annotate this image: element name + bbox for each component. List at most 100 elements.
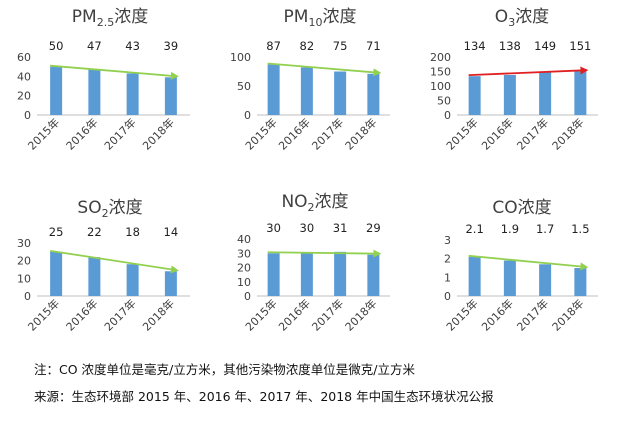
chart-title-main: PM xyxy=(72,7,97,27)
chart-title-tail: 浓度 xyxy=(515,7,549,27)
bar-2015年 xyxy=(468,76,481,115)
data-label: 31 xyxy=(333,221,348,235)
y-tick-label: 0 xyxy=(444,290,451,303)
x-tick-label: 2018年 xyxy=(342,115,379,152)
chart-title: SO2浓度 xyxy=(77,198,142,220)
y-tick-label: 0 xyxy=(244,290,251,303)
pollutant-charts: PM2.5浓度0204060502015年472016年432017年39201… xyxy=(17,7,598,334)
chart-title: CO浓度 xyxy=(492,198,551,218)
chart-title: O3浓度 xyxy=(495,7,549,29)
trend-arrow xyxy=(50,64,179,80)
bar-2018年 xyxy=(574,71,587,115)
data-label: 22 xyxy=(87,225,102,239)
y-tick-label: 0 xyxy=(444,109,451,122)
bar-2015年 xyxy=(50,251,63,296)
chart-title-tail: 浓度 xyxy=(114,7,148,27)
y-tick-label: 0 xyxy=(24,109,31,122)
data-label: 43 xyxy=(125,39,140,53)
unit-note: 注：CO 浓度单位是毫克/立方米，其他污染物浓度单位是微克/立方米 xyxy=(34,362,415,377)
trend-arrow xyxy=(267,249,382,258)
chart-title: PM2.5浓度 xyxy=(72,7,148,29)
chart-title-main: O xyxy=(495,7,508,27)
data-label: 30 xyxy=(300,221,315,235)
chart-title-main: NO xyxy=(281,192,307,212)
x-tick-label: 2018年 xyxy=(342,296,379,333)
y-tick-label: 0 xyxy=(24,290,31,303)
chart-title-subscript: 10 xyxy=(308,16,322,29)
x-tick-label: 2016年 xyxy=(276,296,313,333)
chart-5: NO2浓度010203040302015年302016年312017年29201… xyxy=(237,192,390,334)
data-label: 39 xyxy=(164,39,179,53)
y-tick-label: 40 xyxy=(17,70,31,83)
data-label: 71 xyxy=(366,39,381,53)
y-tick-label: 200 xyxy=(430,51,451,64)
x-tick-label: 2017年 xyxy=(514,115,551,152)
y-tick-label: 30 xyxy=(237,247,251,260)
chart-title-tail: 浓度 xyxy=(109,198,143,218)
data-label: 29 xyxy=(366,221,381,235)
bar-2018年 xyxy=(164,271,177,296)
data-label: 149 xyxy=(534,39,556,53)
chart-title-subscript: 2.5 xyxy=(97,16,115,29)
x-tick-label: 2017年 xyxy=(101,296,138,333)
data-label: 50 xyxy=(49,39,64,53)
trend-arrow xyxy=(267,62,382,77)
data-label: 1.9 xyxy=(501,222,519,236)
chart-1: PM2.5浓度0204060502015年472016年432017年39201… xyxy=(17,7,190,153)
bar-2018年 xyxy=(164,77,177,115)
chart-title: PM10浓度 xyxy=(284,7,357,29)
x-tick-label: 2016年 xyxy=(63,296,100,333)
bar-2015年 xyxy=(50,66,63,115)
y-tick-label: 100 xyxy=(430,80,451,93)
y-tick-label: 20 xyxy=(237,262,251,275)
data-label: 47 xyxy=(87,39,102,53)
data-label: 138 xyxy=(499,39,521,53)
y-tick-label: 30 xyxy=(17,237,31,250)
chart-title-subscript: 2 xyxy=(308,201,315,214)
x-tick-label: 2017年 xyxy=(101,115,138,152)
bar-2017年 xyxy=(334,71,347,115)
trend-arrow xyxy=(468,66,589,77)
data-label: 1.5 xyxy=(571,222,589,236)
chart-title-subscript: 2 xyxy=(102,207,109,220)
chart-title-main: PM xyxy=(284,7,309,27)
data-label: 30 xyxy=(266,221,281,235)
y-tick-label: 50 xyxy=(237,80,251,93)
chart-title-main: SO xyxy=(77,198,101,218)
y-tick-label: 20 xyxy=(17,255,31,268)
bar-2018年 xyxy=(367,73,380,115)
bar-2017年 xyxy=(334,251,347,296)
chart-title: NO2浓度 xyxy=(281,192,348,214)
y-tick-label: 10 xyxy=(17,272,31,285)
x-tick-label: 2016年 xyxy=(276,115,313,152)
data-label: 151 xyxy=(569,39,591,53)
y-tick-label: 60 xyxy=(17,51,31,64)
x-tick-label: 2018年 xyxy=(140,296,177,333)
x-tick-label: 2018年 xyxy=(140,115,177,152)
trend-arrow xyxy=(468,254,589,271)
data-label: 87 xyxy=(266,39,281,53)
bar-2016年 xyxy=(503,260,516,296)
x-tick-label: 2016年 xyxy=(479,296,516,333)
bar-2016年 xyxy=(300,253,313,296)
chart-title-subscript: 3 xyxy=(508,16,515,29)
data-label: 25 xyxy=(49,225,64,239)
bar-2017年 xyxy=(539,264,552,296)
y-tick-label: 20 xyxy=(17,90,31,103)
data-label: 134 xyxy=(464,39,486,53)
chart-title-tail: 浓度 xyxy=(315,192,349,212)
source-note: 来源：生态环境部 2015 年、2016 年、2017 年、2018 年中国生态… xyxy=(34,389,494,404)
bar-2016年 xyxy=(503,74,516,115)
x-tick-label: 2017年 xyxy=(309,296,346,333)
y-tick-label: 150 xyxy=(430,66,451,79)
bar-2016年 xyxy=(300,67,313,115)
data-label: 1.7 xyxy=(536,222,554,236)
data-label: 82 xyxy=(300,39,315,53)
bar-2017年 xyxy=(539,71,552,115)
bar-2015年 xyxy=(267,253,280,296)
bar-2018年 xyxy=(367,254,380,296)
bar-2017年 xyxy=(126,73,139,115)
